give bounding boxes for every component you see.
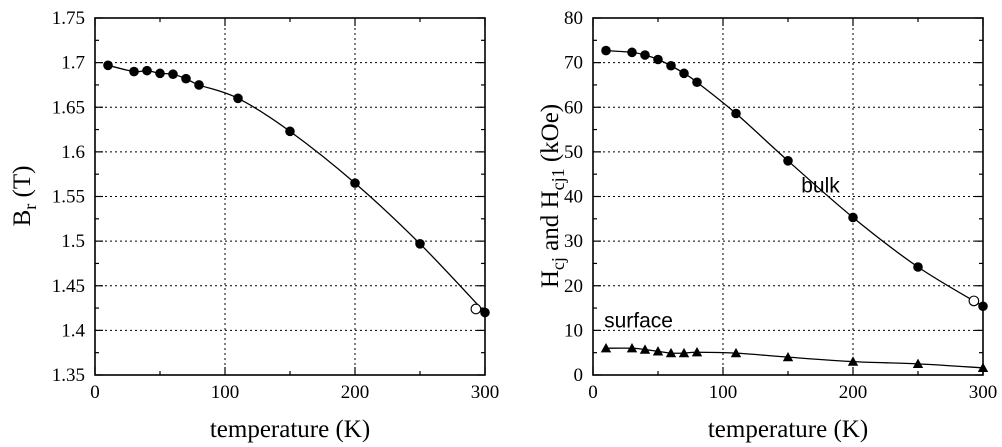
data-point (666, 60, 676, 71)
y-tick-label: 50 (564, 142, 583, 163)
y-tick-label: 1.45 (52, 276, 85, 297)
data-point (627, 47, 637, 58)
y-tick-label: 60 (564, 97, 583, 118)
data-point (103, 60, 113, 71)
data-point (653, 54, 663, 65)
data-point-triangle (977, 362, 989, 373)
data-point (142, 65, 152, 76)
data-point (601, 45, 611, 56)
y-tick-label: 80 (564, 8, 583, 29)
data-point (415, 239, 425, 249)
data-point (285, 126, 295, 137)
series-line-1 (605, 49, 984, 307)
data-point (913, 262, 923, 272)
y-tick-label: 10 (564, 320, 583, 341)
data-point-triangle (912, 358, 924, 369)
chart-panel-2: 0 100 200 300 0 10 20 30 40 50 60 70 80 temperature (… (537, 8, 997, 443)
y-axis-label: Hcj and Hcj1 (kOe) (537, 104, 568, 288)
data-point-triangle (691, 347, 703, 357)
y-tick-label: 1.75 (52, 8, 85, 29)
data-point (480, 307, 490, 318)
data-point (155, 68, 165, 79)
x-tick-label: 0 (588, 382, 598, 403)
chart-panel-1: 0 100 200 300 1.35 1.4 1.45 1.5 1.55 1.6 1.65 1.7 1.… (9, 8, 499, 443)
x-tick-label: 100 (211, 382, 240, 403)
annotation-label: surface (604, 310, 673, 333)
data-point-triangle (847, 356, 859, 366)
data-point-open (470, 303, 482, 315)
x-tick-label: 0 (90, 382, 100, 403)
y-tick-label: 20 (564, 276, 583, 297)
data-point-triangle (639, 344, 651, 354)
data-point (692, 77, 702, 88)
y-tick-label: 1.65 (52, 97, 85, 118)
y-tick-label: 1.35 (52, 365, 85, 386)
data-point-triangle (652, 346, 664, 356)
data-point-triangle (678, 347, 690, 358)
x-tick-label: 200 (341, 382, 370, 403)
data-point (848, 212, 858, 223)
x-axis-label: temperature (K) (708, 416, 868, 443)
data-point (233, 93, 243, 104)
data-point (129, 66, 139, 77)
data-point-triangle (665, 347, 677, 358)
y-tick-label: 30 (564, 231, 583, 252)
y-tick-label: 1.4 (61, 320, 85, 341)
plot-frame (592, 17, 984, 376)
y-tick-label: 40 (564, 187, 583, 208)
annotation-label: bulk (801, 174, 840, 197)
plot-frame (94, 17, 486, 376)
data-point (168, 69, 178, 80)
y-tick-label: 1.5 (61, 231, 85, 252)
x-tick-label: 100 (709, 382, 738, 403)
data-point (679, 68, 689, 79)
y-tick-label: 0 (574, 365, 584, 386)
data-point (640, 50, 650, 60)
data-point (194, 80, 204, 90)
data-point (731, 108, 741, 119)
data-point (783, 156, 793, 166)
y-tick-label: 70 (564, 53, 583, 74)
series-line-1 (107, 64, 486, 313)
y-axis-label: Br (T) (9, 166, 40, 227)
data-point (978, 301, 988, 312)
data-point-triangle (626, 343, 638, 353)
x-axis-label: temperature (K) (210, 416, 370, 443)
data-point-triangle (782, 351, 794, 362)
y-tick-label: 1.55 (52, 187, 85, 208)
data-point (350, 178, 360, 188)
x-tick-label: 300 (471, 382, 500, 403)
data-point-triangle (730, 347, 742, 358)
series-line-3 (605, 347, 984, 369)
x-tick-label: 300 (969, 382, 998, 403)
y-tick-label: 1.7 (61, 53, 85, 74)
y-tick-label: 1.6 (61, 142, 85, 163)
data-point-open (968, 295, 980, 307)
x-tick-label: 200 (839, 382, 868, 403)
data-point (181, 73, 191, 84)
data-point-triangle (600, 343, 612, 353)
